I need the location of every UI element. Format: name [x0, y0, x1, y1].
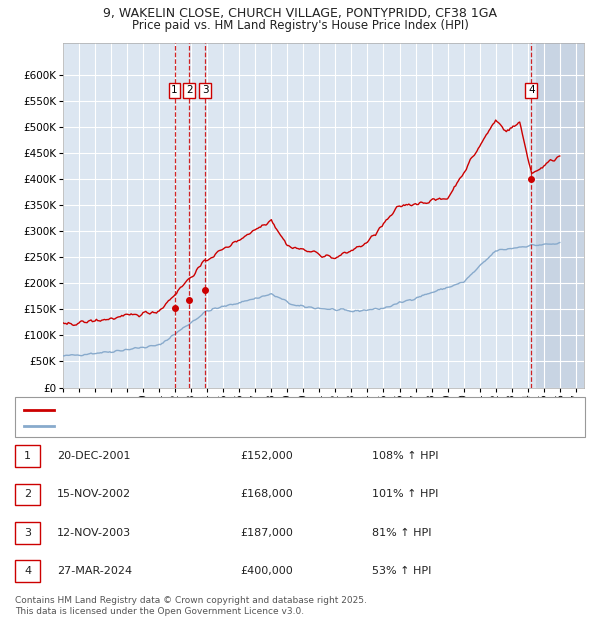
Text: 3: 3 — [24, 528, 31, 538]
Text: Contains HM Land Registry data © Crown copyright and database right 2025.
This d: Contains HM Land Registry data © Crown c… — [15, 596, 367, 616]
Text: 101% ↑ HPI: 101% ↑ HPI — [372, 489, 439, 500]
Text: Price paid vs. HM Land Registry's House Price Index (HPI): Price paid vs. HM Land Registry's House … — [131, 19, 469, 32]
Text: 9, WAKELIN CLOSE, CHURCH VILLAGE, PONTYPRIDD, CF38 1GA (detached house): 9, WAKELIN CLOSE, CHURCH VILLAGE, PONTYP… — [57, 405, 479, 415]
Text: 3: 3 — [202, 86, 208, 95]
Text: 20-DEC-2001: 20-DEC-2001 — [57, 451, 131, 461]
Text: 15-NOV-2002: 15-NOV-2002 — [57, 489, 131, 500]
Bar — [536, 43, 584, 388]
Text: 1: 1 — [24, 451, 31, 461]
Text: 4: 4 — [24, 566, 31, 577]
Text: 4: 4 — [528, 86, 535, 95]
Text: 2: 2 — [186, 86, 193, 95]
Text: 2: 2 — [24, 489, 31, 500]
Text: £400,000: £400,000 — [240, 566, 293, 577]
Text: 12-NOV-2003: 12-NOV-2003 — [57, 528, 131, 538]
Text: 1: 1 — [171, 86, 178, 95]
Text: HPI: Average price, detached house, Rhondda Cynon Taf: HPI: Average price, detached house, Rhon… — [57, 421, 350, 431]
Text: £187,000: £187,000 — [240, 528, 293, 538]
Text: £168,000: £168,000 — [240, 489, 293, 500]
Text: 81% ↑ HPI: 81% ↑ HPI — [372, 528, 431, 538]
Text: 53% ↑ HPI: 53% ↑ HPI — [372, 566, 431, 577]
Text: £152,000: £152,000 — [240, 451, 293, 461]
Text: 27-MAR-2024: 27-MAR-2024 — [57, 566, 132, 577]
Text: 108% ↑ HPI: 108% ↑ HPI — [372, 451, 439, 461]
Text: 9, WAKELIN CLOSE, CHURCH VILLAGE, PONTYPRIDD, CF38 1GA: 9, WAKELIN CLOSE, CHURCH VILLAGE, PONTYP… — [103, 7, 497, 20]
